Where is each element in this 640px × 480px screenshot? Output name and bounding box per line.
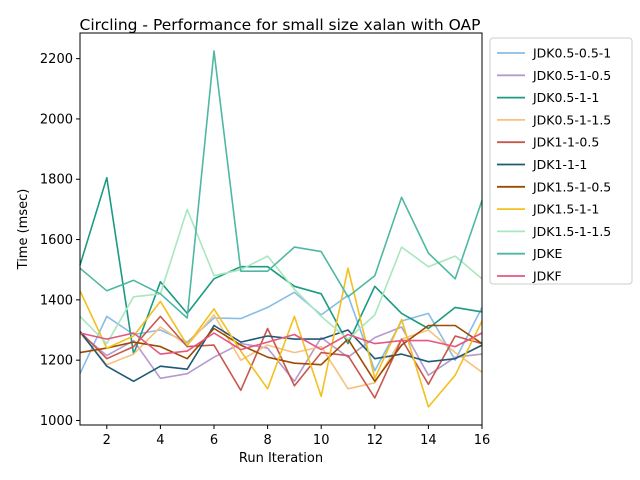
x-axis-label: Run Iteration [239, 451, 323, 466]
y-axis-label: Time (msec) [16, 189, 31, 271]
y-axis: 1000 1200 1400 1600 1800 2000 2200 [40, 52, 80, 429]
x-tick-label: 2 [103, 433, 111, 448]
x-tick-label: 8 [263, 433, 271, 448]
legend-entry-8: JDK1.5-1-1.5 [532, 224, 611, 239]
legend: JDK0.5-0.5-1 JDK0.5-1-0.5 JDK0.5-1-1 JDK0.5… [489, 37, 633, 285]
y-tick-label: 1800 [40, 173, 73, 188]
legend-entry-0: JDK0.5-0.5-1 [532, 46, 611, 61]
legend-entry-5: JDK1-1-1 [532, 157, 587, 172]
legend-entry-3: JDK0.5-1-1.5 [532, 112, 611, 127]
legend-entry-6: JDK1.5-1-0.5 [532, 179, 611, 194]
chart-title: Circling - Performance for small size xa… [80, 16, 481, 34]
x-tick-label: 10 [313, 433, 330, 448]
plot-frame [79, 32, 483, 426]
y-tick-label: 2000 [40, 112, 73, 127]
y-tick-label: 1200 [40, 354, 73, 369]
legend-entry-1: JDK0.5-1-0.5 [532, 68, 611, 83]
x-tick-label: 16 [474, 433, 491, 448]
series-line-10 [79, 332, 483, 355]
legend-entry-9: JDKE [532, 246, 563, 261]
y-tick-label: 1000 [40, 414, 73, 429]
series-line-8 [79, 208, 483, 345]
x-tick-label: 6 [210, 433, 218, 448]
x-tick-label: 12 [367, 433, 384, 448]
series-line-9 [79, 50, 483, 319]
legend-entry-4: JDK1-1-0.5 [532, 135, 599, 150]
y-tick-label: 2200 [40, 52, 73, 67]
series-line-1 [79, 326, 483, 383]
series-line-7 [79, 267, 483, 408]
x-axis: 2 4 6 8 10 12 14 16 [103, 425, 491, 448]
plot-area [79, 50, 483, 408]
legend-entry-7: JDK1.5-1-1 [532, 202, 599, 217]
y-tick-label: 1400 [40, 293, 73, 308]
x-tick-label: 14 [420, 433, 437, 448]
y-tick-label: 1600 [40, 233, 73, 248]
x-tick-label: 4 [156, 433, 164, 448]
legend-entry-2: JDK0.5-1-1 [532, 90, 599, 105]
legend-frame [489, 37, 633, 285]
legend-entry-10: JDKF [532, 269, 562, 284]
